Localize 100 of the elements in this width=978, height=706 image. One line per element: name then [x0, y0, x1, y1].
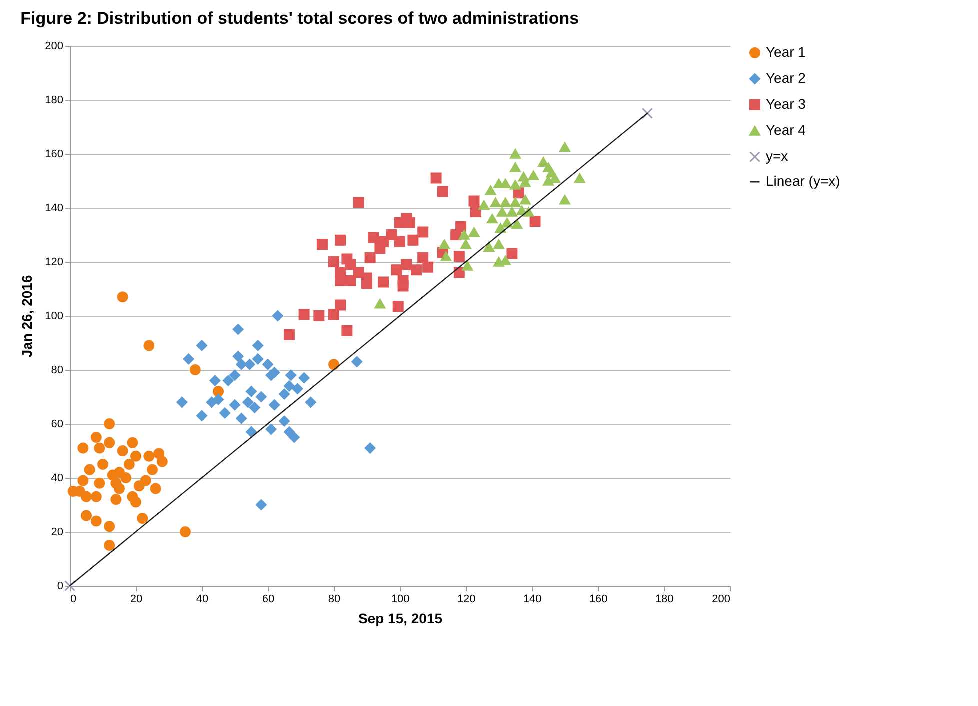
point [456, 221, 467, 232]
point [490, 198, 502, 208]
point [335, 234, 346, 246]
point [374, 243, 386, 254]
point [401, 259, 412, 270]
point [206, 396, 218, 408]
point [458, 230, 470, 240]
point [345, 275, 356, 286]
point [90, 516, 102, 527]
x-tick-label: 140 [523, 594, 542, 606]
point [190, 364, 201, 376]
point [512, 219, 523, 230]
point [180, 526, 191, 538]
legend-label: Year 4 [766, 122, 806, 138]
point [127, 437, 138, 448]
point [298, 372, 310, 384]
point [279, 416, 290, 427]
point [147, 464, 158, 476]
y-tick-label: 180 [45, 94, 64, 106]
y-tick-label: 200 [45, 40, 64, 52]
point [150, 483, 162, 494]
point [391, 264, 402, 276]
point [176, 396, 188, 408]
x-tick-label: 160 [589, 594, 608, 606]
point [279, 388, 290, 400]
point [94, 442, 106, 454]
point [468, 227, 480, 238]
point [84, 464, 96, 476]
point [252, 354, 264, 365]
point [78, 475, 89, 486]
point [528, 170, 540, 180]
point [484, 242, 495, 252]
legend-label: Year 3 [766, 96, 806, 112]
point [256, 392, 267, 402]
point [114, 467, 125, 478]
point [144, 340, 155, 352]
x-tick-label: 20 [130, 594, 143, 606]
point [328, 359, 340, 370]
point [642, 108, 653, 119]
point [98, 459, 108, 470]
point [137, 513, 148, 524]
point [530, 216, 541, 227]
point [81, 510, 92, 522]
chart-title: Figure 2: Distribution of students' total scores of two administrations [20, 9, 580, 28]
point [114, 483, 125, 494]
point [404, 217, 416, 228]
point [422, 262, 434, 273]
legend-label: Year 2 [766, 70, 806, 86]
point [242, 396, 254, 408]
point [222, 375, 234, 386]
y-tick-label: 160 [45, 148, 64, 160]
point [328, 309, 340, 320]
point [110, 494, 122, 506]
point [574, 173, 586, 184]
point [230, 370, 240, 381]
point [392, 301, 404, 312]
point [246, 386, 257, 398]
point [284, 329, 295, 340]
point [352, 356, 363, 368]
point [246, 426, 257, 438]
y-tick-label: 80 [51, 364, 64, 376]
point [266, 424, 277, 435]
point [252, 340, 264, 352]
point [104, 521, 116, 532]
point [353, 197, 364, 208]
point [154, 448, 165, 460]
point [510, 198, 521, 208]
point [117, 446, 128, 456]
point [368, 232, 380, 244]
point [430, 172, 442, 184]
point [342, 325, 353, 336]
point [418, 226, 429, 238]
point [486, 214, 498, 224]
point [506, 248, 518, 260]
point [78, 442, 89, 454]
point [364, 442, 376, 454]
point [262, 359, 274, 370]
x-axis-title: Sep 15, 2015 [358, 610, 443, 626]
y-tick-label: 60 [51, 418, 64, 430]
point [468, 196, 480, 207]
point [81, 491, 92, 502]
point [328, 256, 340, 268]
point [439, 240, 450, 250]
point [249, 402, 260, 414]
y-tick-label: 0 [57, 580, 64, 592]
point [437, 186, 448, 198]
point [418, 252, 429, 264]
point [117, 292, 128, 303]
point [256, 500, 267, 510]
point [462, 261, 474, 271]
point [124, 459, 135, 470]
point [520, 195, 531, 205]
point [64, 580, 76, 592]
point [130, 496, 142, 508]
point [485, 186, 496, 196]
y-axis-title: Jan 26, 2016 [19, 275, 36, 358]
point [272, 310, 284, 322]
y-tick-label: 120 [45, 256, 64, 268]
point [494, 240, 504, 250]
legend-label: y=x [766, 148, 788, 164]
